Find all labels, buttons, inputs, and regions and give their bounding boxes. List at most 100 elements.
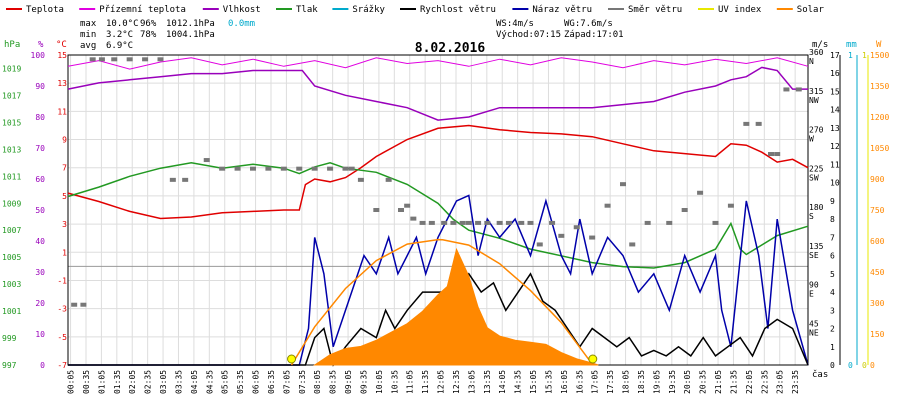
stats-label: max (80, 19, 97, 29)
x-tick-label: 09:05 (344, 370, 353, 394)
wind-dir-point (484, 220, 491, 225)
wind-dir-point (620, 182, 626, 187)
wind-dir-tick: 315 (809, 87, 824, 96)
wind-dir-point (348, 166, 355, 171)
x-tick-label: 07:05 (282, 370, 291, 394)
solar-tick: 1500 (870, 51, 889, 60)
humidity-tick: 40 (35, 237, 45, 246)
wind-dir-point (589, 235, 596, 240)
wind-dir-compass: E (809, 290, 814, 299)
wind-dir-point (496, 220, 503, 225)
wind-dir-tick: 225 (809, 164, 824, 173)
pressure-tick: 997 (2, 361, 17, 370)
x-tick-label: 15:35 (544, 370, 553, 394)
series-rychlost-větru (68, 272, 809, 367)
sunset-marker (588, 354, 598, 364)
x-tick-label: 19:35 (668, 370, 677, 394)
wind-speed-tick: 8 (830, 215, 835, 224)
series-tlak (67, 162, 809, 269)
x-tick-label: 20:35 (699, 370, 708, 394)
humidity-tick: 50 (35, 206, 45, 215)
pressure-tick: 1003 (2, 280, 21, 289)
wind-dir-tick: 45 (809, 319, 819, 328)
stats-pressure: 1012.1hPa (166, 19, 215, 29)
x-tick-label: 01:35 (113, 370, 122, 394)
sunset-info: Západ:17:01 (564, 30, 624, 40)
uv-tick: 0 (862, 361, 867, 370)
x-tick-label: 20:05 (683, 370, 692, 394)
pressure-tick: 1013 (2, 145, 21, 154)
wind-dir-point (475, 220, 482, 225)
x-tick-label: 03:05 (159, 370, 168, 394)
x-tick-label: 14:05 (498, 370, 507, 394)
wind-dir-point (549, 220, 556, 225)
series-teplota (67, 124, 809, 220)
wind-dir-point (505, 220, 512, 225)
temperature-tick: 7 (62, 164, 67, 173)
humidity-tick: 60 (35, 175, 45, 184)
wind-speed-tick: 5 (830, 270, 835, 279)
wind-dir-point (234, 166, 241, 171)
wind-speed-tick: 17 (830, 51, 840, 60)
temperature-tick: -7 (57, 361, 67, 370)
stats-humidity: 96% (140, 19, 157, 29)
rain-tick: 0 (848, 361, 853, 370)
x-tick-label: 05:05 (221, 370, 230, 394)
x-tick-label: 12:05 (437, 370, 446, 394)
wind-dir-point (203, 158, 210, 163)
wind-dir-point (373, 208, 380, 212)
x-tick-label: 11:35 (421, 370, 430, 394)
wind-dir-point (280, 166, 287, 171)
wind-dir-point (142, 57, 149, 62)
x-tick-label: 09:35 (359, 370, 368, 394)
x-tick-label: 00:05 (67, 370, 76, 394)
solar-tick: 300 (870, 299, 885, 308)
wind-dir-point (342, 166, 349, 171)
x-tick-label: 11:05 (406, 370, 415, 394)
x-tick-label: 17:05 (591, 370, 600, 394)
solar-tick: 750 (870, 206, 885, 215)
wind-speed-tick: 4 (830, 288, 835, 297)
x-tick-label: 23:35 (791, 370, 800, 394)
wind-dir-point (410, 216, 417, 221)
wind-dir-point (527, 220, 534, 225)
wind-dir-point (536, 242, 543, 247)
temperature-tick: 11 (57, 107, 67, 116)
series-vlhkost (67, 66, 808, 121)
x-tick-label: 06:05 (252, 370, 261, 394)
rain-unit: mm (846, 40, 857, 50)
humidity-tick: 70 (35, 144, 45, 153)
pressure-tick: 1019 (2, 64, 21, 73)
temperature-tick: 13 (57, 79, 67, 88)
wind-speed-tick: 10 (830, 179, 840, 188)
x-tick-label: 21:35 (729, 370, 738, 394)
series-přízemní-teplota (67, 57, 809, 70)
pressure-tick: 1009 (2, 199, 21, 208)
wind-dir-point (111, 57, 118, 62)
stats-temp: 10.0°C (106, 19, 139, 29)
wind-dir-point (795, 87, 802, 92)
x-tick-label: 21:05 (714, 370, 723, 394)
wind-dir-compass: SE (809, 251, 819, 260)
solar-tick: 0 (870, 361, 875, 370)
x-tick-label: 16:35 (575, 370, 584, 394)
uv-tick: 1 (862, 51, 867, 60)
solar-tick: 150 (870, 330, 885, 339)
humidity-tick: 30 (35, 268, 45, 277)
wind-dir-point (697, 190, 704, 195)
legend: Teplota Přízemní teplota Vlhkost Tlak Srážky… (6, 5, 824, 15)
wind-dir-compass: NE (809, 328, 819, 337)
axes: hPa% °C m/s mm W 00:05 00:35 01:05 01:35 02:05 02:… (2, 40, 889, 394)
wind-dir-point (727, 203, 734, 208)
x-tick-label: 13:35 (483, 370, 492, 394)
chart-title: 8.02.2016 (415, 41, 486, 56)
wind-speed-tick: 9 (830, 197, 835, 206)
x-tick-label: 15:05 (529, 370, 538, 394)
x-tick-label: 18:05 (622, 370, 631, 394)
wind-dir-point (459, 220, 466, 225)
temperature-tick: 9 (62, 136, 67, 145)
wind-dir-point (250, 166, 256, 171)
rain-tick: 1 (848, 51, 853, 60)
wind-dir-point (774, 152, 781, 157)
wind-dir-tick: 90 (809, 281, 819, 290)
